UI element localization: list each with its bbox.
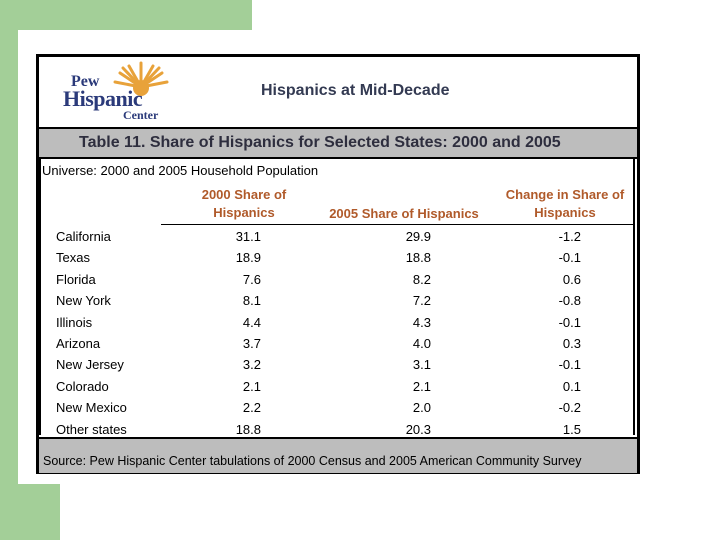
row-2005-cell: 3.1 [412, 357, 431, 373]
row-state-cell: California [56, 229, 111, 244]
row-change-cell: 0.1 [562, 378, 581, 394]
row-2000-cell: 2.2 [242, 400, 261, 416]
document-inner: Pew Hispanic Center Hispanics at Mid-Dec… [39, 57, 637, 473]
row-change-cell: -0.1 [558, 314, 581, 330]
row-2000-cell: 4.4 [242, 314, 261, 330]
table-row: Texas 18.9 18.8 -0.1 [39, 248, 637, 269]
column-header-change-line1: Change in Share of [505, 187, 625, 202]
row-change-cell: -0.8 [558, 293, 581, 309]
row-2000-cell: 18.9 [235, 250, 261, 266]
row-change-cell: -0.1 [558, 250, 581, 266]
table-row: Other states 18.8 20.3 1.5 [39, 420, 637, 441]
column-header-change: Change in Share of Hispanics [497, 186, 633, 222]
column-header-2000-line1: 2000 Share of [201, 187, 287, 202]
document-title: Hispanics at Mid-Decade [261, 82, 450, 99]
logo-hispanic-text: Hispanic [63, 86, 143, 111]
decorative-green-block-bottom [18, 484, 60, 540]
row-state-cell: Colorado [56, 378, 109, 394]
row-2005-cell: 4.0 [412, 336, 431, 351]
row-change-cell: 1.5 [562, 421, 581, 437]
header-rule [161, 224, 635, 225]
table-row: Arizona 3.7 4.0 0.3 [39, 334, 637, 355]
row-2005-cell: 18.8 [405, 250, 431, 266]
row-2005-cell: 4.3 [412, 314, 431, 330]
source-bar: Source: Pew Hispanic Center tabulations … [39, 437, 637, 473]
row-state-cell: New Mexico [56, 400, 127, 416]
column-header-2000-line2: Hispanics [213, 205, 275, 220]
row-state-cell: Other states [56, 421, 127, 437]
table-row: Colorado 2.1 2.1 0.1 [39, 377, 637, 398]
row-2000-cell: 7.6 [242, 271, 261, 287]
document-slide: Pew Hispanic Center Hispanics at Mid-Dec… [36, 54, 640, 474]
row-2000-cell: 2.1 [242, 378, 261, 394]
row-2005-cell: 7.2 [412, 293, 431, 309]
row-state-cell: Texas [56, 250, 90, 266]
row-2000-cell: 3.7 [242, 336, 261, 351]
row-2005-cell: 2.1 [412, 378, 431, 394]
row-2005-cell: 29.9 [405, 229, 431, 244]
table-row: California 31.1 29.9 -1.2 [39, 227, 637, 248]
table-universe-note: Universe: 2000 and 2005 Household Popula… [42, 163, 319, 178]
row-change-cell: -0.2 [558, 400, 581, 416]
table-row: New Mexico 2.2 2.0 -0.2 [39, 398, 637, 419]
sun-rays-icon [113, 61, 169, 96]
table-row: Florida 7.6 8.2 0.6 [39, 270, 637, 291]
row-state-cell: Illinois [56, 314, 93, 330]
document-header: Pew Hispanic Center Hispanics at Mid-Dec… [39, 57, 637, 125]
table-row: Illinois 4.4 4.3 -0.1 [39, 313, 637, 334]
decorative-green-bar-left [0, 0, 18, 540]
column-header-2005: 2005 Share of Hispanics [329, 206, 479, 221]
row-state-cell: Florida [56, 271, 96, 287]
row-2005-cell: 2.0 [412, 400, 431, 416]
row-change-cell: -1.2 [558, 229, 581, 244]
row-change-cell: 0.3 [562, 336, 581, 351]
table-title-bar: Table 11. Share of Hispanics for Selecte… [39, 127, 637, 159]
row-change-cell: -0.1 [558, 357, 581, 373]
pew-hispanic-center-logo: Pew Hispanic Center [63, 59, 175, 122]
row-2000-cell: 8.1 [242, 293, 261, 309]
table-row: New Jersey 3.2 3.1 -0.1 [39, 355, 637, 376]
row-2000-cell: 3.2 [242, 357, 261, 373]
row-2000-cell: 31.1 [235, 229, 261, 244]
row-state-cell: New Jersey [56, 357, 124, 373]
column-header-change-line2: Hispanics [534, 205, 596, 220]
logo-pew-text: Pew [71, 73, 100, 90]
row-state-cell: Arizona [56, 336, 101, 351]
logo-center-text: Center [123, 108, 159, 122]
row-change-cell: 0.6 [562, 271, 581, 287]
source-note: Source: Pew Hispanic Center tabulations … [43, 454, 582, 468]
row-2005-cell: 20.3 [405, 421, 431, 437]
table-left-border [39, 159, 41, 435]
decorative-green-bar-top [0, 0, 252, 30]
column-header-2000: 2000 Share of Hispanics [189, 186, 299, 222]
row-2005-cell: 8.2 [412, 271, 431, 287]
table-right-border [633, 159, 635, 435]
table-title: Table 11. Share of Hispanics for Selecte… [79, 134, 561, 151]
row-2000-cell: 18.8 [235, 421, 261, 437]
row-state-cell: New York [56, 293, 111, 309]
table-row: New York 8.1 7.2 -0.8 [39, 291, 637, 312]
